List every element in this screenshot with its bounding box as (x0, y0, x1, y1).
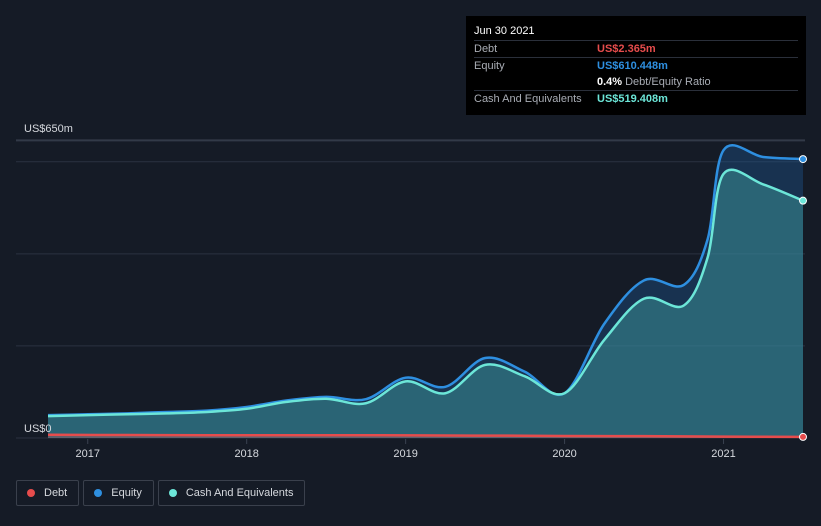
tooltip-row-ratio: 0.4% Debt/Equity Ratio (474, 74, 798, 90)
tooltip-row-equity: Equity US$610.448m (474, 57, 798, 74)
series-areas (48, 145, 803, 439)
series-lines (47, 143, 804, 439)
legend-dot-equity (94, 489, 103, 497)
x-tick-label-2019: 2019 (393, 448, 417, 460)
marker-cash-and-equivalents (799, 196, 807, 205)
line-cash-and-equivalents (47, 168, 804, 418)
legend-label-debt: Debt (44, 487, 68, 499)
x-tick-label-2021: 2021 (711, 448, 735, 460)
x-tick-label-2017: 2017 (75, 448, 99, 460)
y-tick-label-top: US$650m (24, 123, 73, 135)
legend-item-equity[interactable]: Equity (83, 480, 154, 506)
area-cash-and-equivalents (48, 169, 803, 439)
legend: Debt Equity Cash And Equivalents (16, 480, 309, 506)
tooltip-cash-value: US$519.408m (597, 93, 668, 105)
area-equity (48, 145, 803, 439)
y-axis: US$650m US$0 (24, 123, 73, 435)
marker-debt (799, 432, 807, 441)
x-tick-label-2020: 2020 (552, 448, 576, 460)
legend-label-equity: Equity (111, 487, 142, 499)
tooltip: Jun 30 2021 Debt US$2.365m Equity US$610… (466, 16, 806, 115)
tooltip-ratio-value: 0.4% (597, 76, 623, 88)
tooltip-ratio-label: Debt/Equity Ratio (625, 76, 711, 88)
legend-item-cash[interactable]: Cash And Equivalents (157, 480, 306, 506)
line-equity (47, 143, 804, 417)
tooltip-equity-value: US$610.448m (597, 60, 668, 72)
y-tick-label-bottom: US$0 (24, 423, 52, 435)
gridlines (16, 139, 805, 439)
tooltip-equity-label: Equity (474, 60, 505, 72)
line-debt (47, 433, 804, 439)
legend-label-cash: Cash And Equivalents (185, 487, 294, 499)
tooltip-date: Jun 30 2021 (474, 25, 535, 37)
tooltip-cash-label: Cash And Equivalents (474, 93, 582, 105)
legend-item-debt[interactable]: Debt (16, 480, 80, 506)
x-tick-label-2018: 2018 (234, 448, 258, 460)
x-axis: 2017 2018 2019 2020 2021 (75, 439, 736, 460)
marker-equity (799, 155, 807, 164)
tooltip-debt-label: Debt (474, 43, 498, 55)
legend-dot-debt (27, 489, 35, 497)
tooltip-debt-value: US$2.365m (597, 43, 656, 55)
tooltip-row-debt: Debt US$2.365m (474, 40, 798, 57)
end-markers (799, 155, 807, 441)
legend-dot-cash (168, 489, 177, 497)
tooltip-row-cash: Cash And Equivalents US$519.408m (474, 90, 798, 107)
